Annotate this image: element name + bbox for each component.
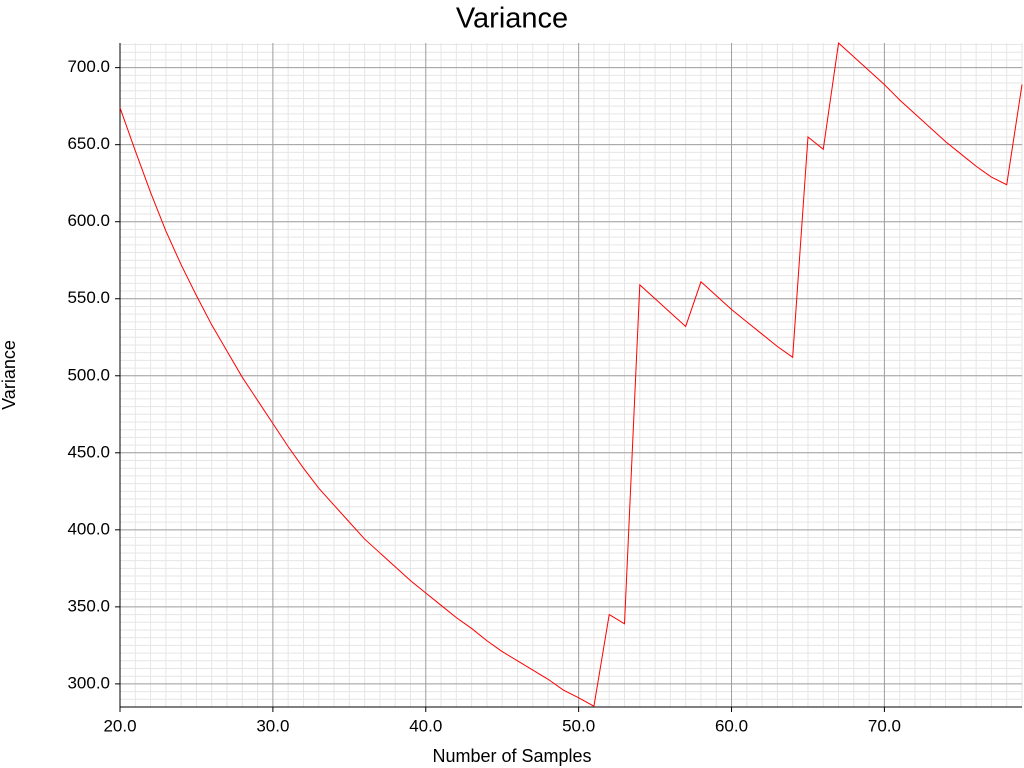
x-tick-label: 30.0 [256, 716, 289, 735]
x-axis-label: Number of Samples [432, 746, 591, 766]
x-tick-label: 60.0 [715, 716, 748, 735]
y-tick-label: 400.0 [67, 519, 110, 538]
y-tick-label: 350.0 [67, 596, 110, 615]
y-tick-label: 500.0 [67, 365, 110, 384]
x-tick-label: 20.0 [103, 716, 136, 735]
chart-title: Variance [456, 3, 568, 35]
y-tick-label: 550.0 [67, 288, 110, 307]
y-tick-label: 600.0 [67, 211, 110, 230]
y-tick-label: 650.0 [67, 134, 110, 153]
x-tick-label: 50.0 [562, 716, 595, 735]
x-tick-label: 40.0 [409, 716, 442, 735]
y-axis-label: Variance [0, 340, 19, 410]
y-tick-label: 450.0 [67, 442, 110, 461]
y-tick-label: 300.0 [67, 673, 110, 692]
x-tick-label: 70.0 [868, 716, 901, 735]
y-tick-label: 700.0 [67, 57, 110, 76]
data-line [119, 41, 1023, 708]
